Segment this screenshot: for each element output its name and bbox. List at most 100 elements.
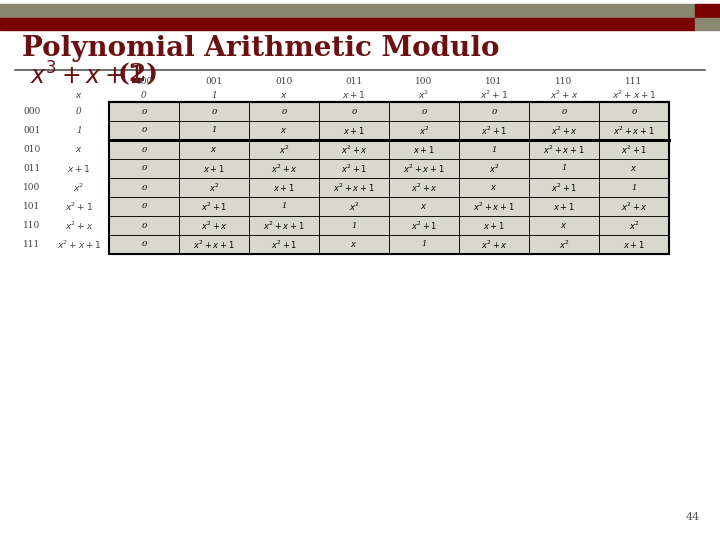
Text: $x^2$: $x^2$	[209, 181, 220, 194]
Bar	[529, 197, 599, 216]
Text: 1: 1	[76, 126, 82, 135]
Text: $x+1$: $x+1$	[343, 125, 365, 136]
Text: $x^2+1$: $x^2+1$	[481, 124, 507, 137]
Bar	[319, 121, 389, 140]
Bar	[599, 121, 669, 140]
Bar	[529, 178, 599, 197]
Text: $x^2+x+1$: $x^2+x+1$	[333, 181, 375, 194]
Text: $x^2+x$: $x^2+x$	[271, 163, 297, 175]
Bar	[459, 197, 529, 216]
Text: 010: 010	[275, 77, 292, 85]
Text: $x^2+x+1$: $x^2+x+1$	[613, 124, 654, 137]
Text: $x^2$: $x^2$	[279, 143, 289, 156]
Bar	[695, 18, 720, 30]
Bar	[249, 235, 319, 254]
Text: $x+1$: $x+1$	[553, 201, 575, 212]
Bar	[179, 159, 249, 178]
Bar	[599, 216, 669, 235]
Bar	[599, 102, 669, 121]
Text: 001: 001	[205, 77, 222, 85]
Bar	[319, 140, 389, 159]
Text: 0: 0	[351, 107, 356, 116]
Bar	[599, 216, 669, 235]
Bar	[249, 102, 319, 121]
Bar	[529, 140, 599, 159]
Text: $x$: $x$	[351, 240, 358, 249]
Text: 111: 111	[626, 77, 643, 85]
Bar	[459, 197, 529, 216]
Text: 0: 0	[282, 107, 287, 116]
Bar	[599, 140, 669, 159]
Text: 0: 0	[631, 107, 636, 116]
Text: $x$: $x$	[210, 145, 217, 154]
Bar	[319, 178, 389, 197]
Text: 100: 100	[23, 183, 40, 192]
Text: 000: 000	[135, 77, 153, 85]
Text: 110: 110	[555, 77, 572, 85]
Bar	[389, 235, 459, 254]
Text: $x^2+x+1$: $x^2+x+1$	[403, 163, 445, 175]
Text: $x^2+x$: $x^2+x$	[551, 124, 577, 137]
Bar	[389, 216, 459, 235]
Bar	[179, 178, 249, 197]
Bar	[389, 159, 459, 178]
Bar	[599, 159, 669, 178]
Text: 0: 0	[76, 107, 82, 116]
Bar	[109, 197, 179, 216]
Text: $x^2$: $x^2$	[348, 200, 359, 213]
Bar	[249, 159, 319, 178]
Text: $x^2+1$: $x^2+1$	[621, 143, 647, 156]
Text: 0: 0	[211, 107, 217, 116]
Bar	[529, 140, 599, 159]
Bar	[249, 178, 319, 197]
Text: $x+1$: $x+1$	[203, 163, 225, 174]
Bar	[695, 4, 720, 18]
Text: $x^2+x$: $x^2+x$	[621, 200, 647, 213]
Text: 011: 011	[346, 77, 363, 85]
Bar	[529, 178, 599, 197]
Text: 010: 010	[23, 145, 40, 154]
Bar	[319, 178, 389, 197]
Bar	[249, 216, 319, 235]
Text: $x^2$: $x^2$	[73, 181, 85, 194]
Text: $x$: $x$	[420, 202, 428, 211]
Bar	[319, 121, 389, 140]
Bar	[179, 235, 249, 254]
Bar	[319, 102, 389, 121]
Bar	[179, 102, 249, 121]
Bar	[529, 121, 599, 140]
Text: $x^2+1$: $x^2+1$	[201, 200, 228, 213]
Bar	[109, 102, 179, 121]
Bar	[319, 216, 389, 235]
Text: $x^2+x+1$: $x^2+x+1$	[473, 200, 515, 213]
Bar	[459, 178, 529, 197]
Bar	[179, 121, 249, 140]
Bar	[459, 140, 529, 159]
Bar	[179, 140, 249, 159]
Text: 1: 1	[282, 202, 287, 211]
Bar	[459, 216, 529, 235]
Bar	[109, 102, 669, 254]
Text: $x+1$: $x+1$	[342, 90, 366, 100]
Bar	[179, 197, 249, 216]
Text: $x^2+x$: $x^2+x$	[65, 219, 94, 232]
Bar	[389, 140, 459, 159]
Text: $x$: $x$	[280, 126, 287, 135]
Bar	[249, 197, 319, 216]
Bar	[599, 235, 669, 254]
Text: 101: 101	[23, 202, 40, 211]
Bar	[459, 235, 529, 254]
Text: 1: 1	[631, 184, 636, 192]
Text: $x^3+x+1$: $x^3+x+1$	[30, 62, 144, 89]
Bar	[459, 235, 529, 254]
Bar	[529, 121, 599, 140]
Text: 111: 111	[23, 240, 40, 249]
Bar	[389, 140, 459, 159]
Text: $x^2+x+1$: $x^2+x+1$	[264, 219, 305, 232]
Bar	[389, 121, 459, 140]
Text: $x^2+x+1$: $x^2+x+1$	[612, 89, 657, 101]
Text: 110: 110	[23, 221, 40, 230]
Bar	[529, 216, 599, 235]
Text: $x^2+1$: $x^2+1$	[480, 89, 508, 101]
Bar	[0, 18, 695, 30]
